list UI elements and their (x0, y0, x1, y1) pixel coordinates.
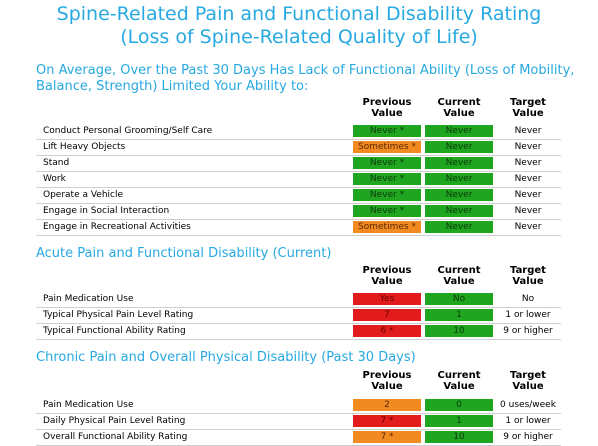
row-label: Pain Medication Use (43, 294, 134, 304)
row-label: Pain Medication Use (43, 400, 134, 410)
target-value-cell: Never (514, 126, 542, 136)
previous-value-cell: Never * (353, 173, 421, 185)
previous-value-cell: Never * (353, 157, 421, 169)
current-value-cell: Never (425, 189, 493, 201)
previous-value-cell: 7 (353, 309, 421, 321)
current-value-cell: Never (425, 173, 493, 185)
section1-heading: On Average, Over the Past 30 Days Has La… (36, 63, 575, 78)
previous-value-cell: Never * (353, 205, 421, 217)
table-row: Work Never * Never Never (36, 171, 561, 188)
column-header-target: Target Value (510, 97, 546, 119)
current-value-cell: No (425, 293, 493, 305)
report-subtitle: (Loss of Spine-Related Quality of Life) (120, 26, 478, 48)
target-value-cell: 9 or higher (503, 326, 553, 336)
column-header-current: Current Value (437, 97, 481, 119)
current-value-cell: 10 (425, 325, 493, 337)
target-value-cell: Never (514, 158, 542, 168)
target-value-cell: Never (514, 190, 542, 200)
column-header-current: Current Value (437, 265, 481, 287)
section1-heading-cont: Balance, Strength) Limited Your Ability … (36, 79, 309, 94)
target-value-cell: Never (514, 142, 542, 152)
previous-value-cell: Never * (353, 189, 421, 201)
previous-value-cell: 2 (353, 399, 421, 411)
table-row: Conduct Personal Grooming/Self Care Never… (36, 123, 561, 140)
row-label: Typical Functional Ability Rating (43, 326, 186, 336)
table-row: Typical Functional Ability Rating 6 * 10 9 … (36, 323, 561, 340)
previous-value-cell: 7 * (353, 431, 421, 443)
table-row: Overall Functional Ability Rating 7 * 10 9 … (36, 429, 561, 446)
table-row: Engage in Recreational Activities Sometim… (36, 219, 561, 236)
section2-heading: Acute Pain and Functional Disability (Cu… (36, 246, 332, 261)
target-value-cell: Never (514, 174, 542, 184)
current-value-cell: 0 (425, 399, 493, 411)
table-row: Operate a Vehicle Never * Never Never (36, 187, 561, 204)
table-row: Engage in Social Interaction Never * Never… (36, 203, 561, 220)
column-header-target: Target Value (510, 265, 546, 287)
current-value-cell: Never (425, 221, 493, 233)
previous-value-cell: Sometimes * (353, 141, 421, 153)
table-row: Stand Never * Never Never (36, 155, 561, 172)
target-value-cell: Never (514, 222, 542, 232)
row-label: Daily Physical Pain Level Rating (43, 416, 186, 426)
column-header-previous: Previous Value (362, 265, 412, 287)
row-label: Operate a Vehicle (43, 190, 124, 200)
current-value-cell: Never (425, 205, 493, 217)
current-value-cell: 1 (425, 309, 493, 321)
table-row: Typical Physical Pain Level Rating 7 1 1 or… (36, 307, 561, 324)
column-header-target: Target Value (510, 370, 546, 392)
section3-heading: Chronic Pain and Overall Physical Disabi… (36, 350, 416, 365)
current-value-cell: 1 (425, 415, 493, 427)
table-row: Pain Medication Use 2 0 0 uses/week (36, 397, 561, 414)
current-value-cell: Never (425, 141, 493, 153)
previous-value-cell: 7 * (353, 415, 421, 427)
target-value-cell: 0 uses/week (500, 400, 556, 410)
table-row: Pain Medication Use Yes No No (36, 291, 561, 308)
previous-value-cell: 6 * (353, 325, 421, 337)
row-label: Engage in Recreational Activities (43, 222, 191, 232)
target-value-cell: Never (514, 206, 542, 216)
target-value-cell: No (521, 294, 535, 304)
current-value-cell: Never (425, 157, 493, 169)
row-label: Typical Physical Pain Level Rating (43, 310, 194, 320)
current-value-cell: 10 (425, 431, 493, 443)
previous-value-cell: Never * (353, 125, 421, 137)
row-label: Stand (43, 158, 70, 168)
row-label: Engage in Social Interaction (43, 206, 170, 216)
table-row: Lift Heavy Objects Sometimes * Never Never (36, 139, 561, 156)
previous-value-cell: Yes (353, 293, 421, 305)
target-value-cell: 1 or lower (505, 416, 551, 426)
table-row: Daily Physical Pain Level Rating 7 * 1 1 or… (36, 413, 561, 430)
previous-value-cell: Sometimes * (353, 221, 421, 233)
row-label: Conduct Personal Grooming/Self Care (43, 126, 213, 136)
report-title: Spine-Related Pain and Functional Disabi… (56, 3, 542, 25)
current-value-cell: Never (425, 125, 493, 137)
target-value-cell: 9 or higher (503, 432, 553, 442)
target-value-cell: 1 or lower (505, 310, 551, 320)
column-header-previous: Previous Value (362, 97, 412, 119)
row-label: Work (43, 174, 66, 184)
column-header-current: Current Value (437, 370, 481, 392)
column-header-previous: Previous Value (362, 370, 412, 392)
row-label: Lift Heavy Objects (43, 142, 126, 152)
row-label: Overall Functional Ability Rating (43, 432, 188, 442)
